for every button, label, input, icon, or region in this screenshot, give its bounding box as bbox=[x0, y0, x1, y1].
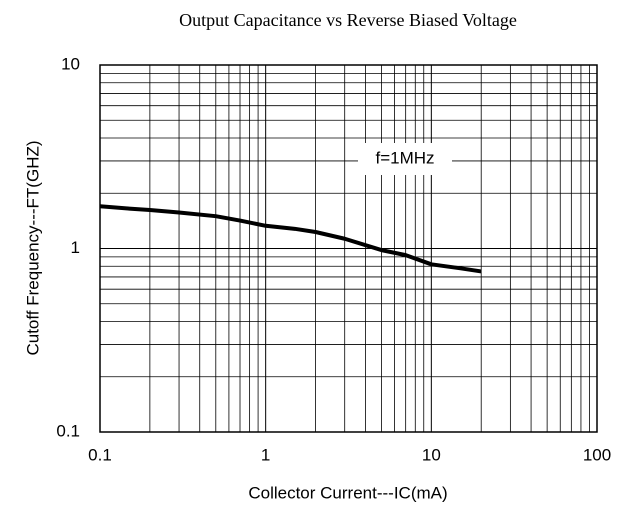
x-tick-label: 1 bbox=[261, 445, 270, 464]
data-line bbox=[99, 204, 482, 274]
chart-title: Output Capacitance vs Reverse Biased Vol… bbox=[179, 10, 517, 30]
annotation: f=1MHz bbox=[375, 148, 434, 167]
x-tick-label: 10 bbox=[422, 445, 441, 464]
x-tick-label: 100 bbox=[583, 445, 611, 464]
annotation-box bbox=[358, 143, 452, 175]
y-tick-label: 10 bbox=[61, 54, 80, 73]
y-axis-label: Cutoff Frequency---FT(GHZ) bbox=[23, 140, 42, 355]
x-tick-label: 0.1 bbox=[88, 445, 112, 464]
y-tick-label: 1 bbox=[71, 238, 80, 257]
x-axis-label: Collector Current---IC(mA) bbox=[248, 483, 447, 502]
y-tick-label: 0.1 bbox=[56, 421, 80, 440]
plot-frame bbox=[99, 64, 598, 433]
